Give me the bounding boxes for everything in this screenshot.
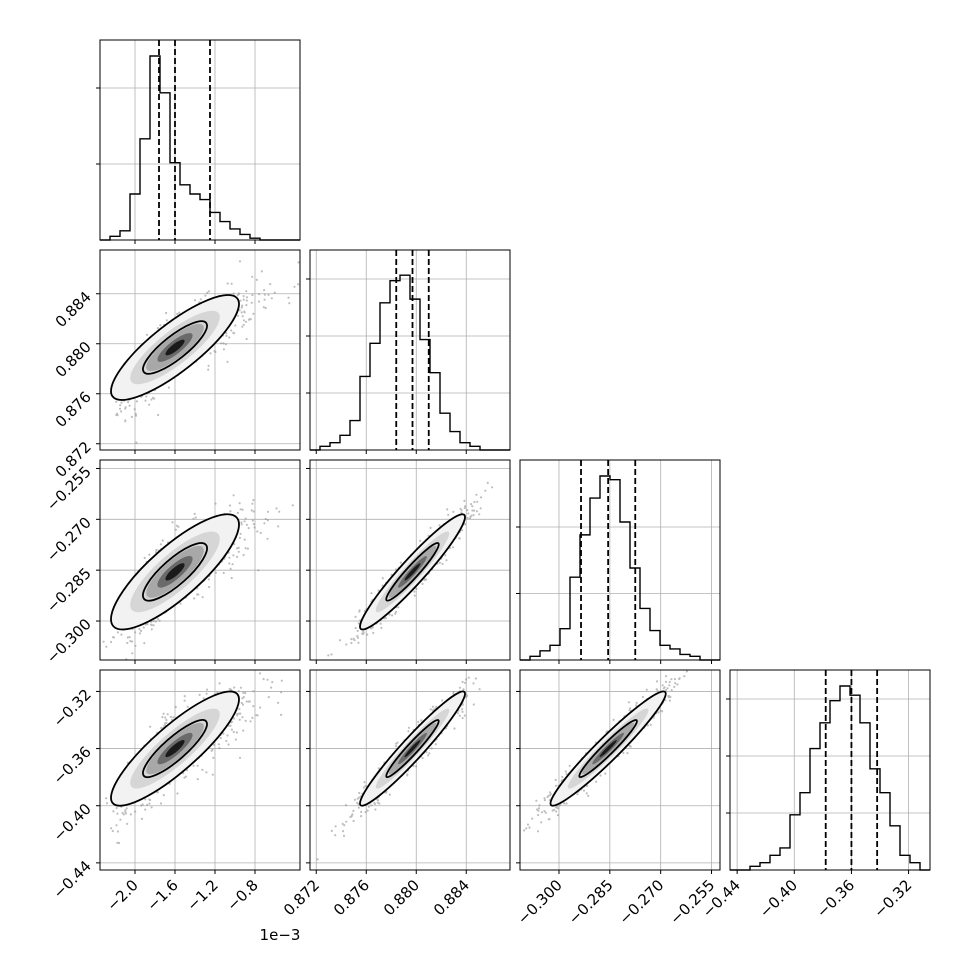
scatter-panel-0-2: [96, 459, 301, 664]
scatter-panel-1-2: [306, 459, 511, 664]
pair-3-contour-0: [142, 719, 208, 779]
hist-2-frame: [519, 459, 721, 661]
pair-3-frame: [99, 669, 301, 871]
scatter-panel-1-3: [306, 669, 511, 874]
x-tick-label-p2-1: −0.285: [565, 876, 617, 928]
x-tick-label-p1-3: 0.884: [430, 876, 473, 919]
x-tick-label-p1-2: 0.880: [380, 876, 423, 919]
pair-4-contour-1: [359, 690, 466, 807]
pair-5-density-4: [599, 739, 617, 758]
scatter-panel-2-3: [516, 669, 721, 874]
y-tick-label-p1-2: 0.880: [52, 338, 95, 381]
x-tick-label-p3-2: −0.36: [813, 876, 858, 921]
hist-panel-2: [516, 459, 721, 664]
corner-panels: −2.0 −1.6 −1.2 −0.8 0.872 0.876 0.880 0.884 −0.3…: [43, 39, 931, 944]
y-tick-label-p1-1: 0.876: [52, 388, 95, 431]
pair-3-contour-1: [110, 690, 240, 807]
hist-0-steps: [100, 55, 300, 241]
x-tick-label-p2-2: −0.270: [616, 876, 668, 928]
pair-1-density-4: [165, 563, 185, 581]
pair-1-contour-0: [142, 542, 208, 602]
pair-2-density-4: [404, 563, 421, 581]
x-tick-label-p0-1: −1.6: [143, 876, 181, 914]
x-tick-label-p0-0: −2.0: [103, 876, 141, 914]
y-tick-label-p2-1: −0.285: [43, 564, 95, 616]
pair-3-marks: [100, 670, 283, 845]
pair-4-contour-0: [385, 719, 440, 779]
y-tick-label-p2-0: −0.300: [43, 615, 95, 667]
scatter-panel-0-1: [96, 249, 301, 454]
x-tick-label-p2-0: −0.300: [514, 876, 566, 928]
pair-2-contour-1: [359, 513, 466, 631]
pair-4-marks: [316, 676, 481, 861]
pair-4-frame: [309, 669, 511, 871]
y-tick-label-p3-0: −0.44: [50, 857, 95, 902]
pair-0-marks: [110, 260, 300, 444]
pair-5-marks: [523, 670, 689, 833]
hist-1-steps: [310, 274, 510, 451]
y-tick-label-p3-1: −0.40: [50, 800, 95, 845]
hist-0-frame: [99, 39, 301, 241]
pair-1-contour-1: [110, 513, 240, 631]
hist-2-steps: [520, 475, 720, 661]
pair-5-contour-1: [549, 690, 667, 807]
hist-panel-1: [306, 249, 511, 454]
hist-3-steps: [730, 685, 930, 871]
pair-0-contour-0: [142, 320, 208, 375]
y-tick-label-p2-2: −0.270: [43, 513, 95, 565]
hist-3-frame: [729, 669, 931, 871]
pair-0-contour-1: [110, 294, 240, 401]
pair-2-frame: [309, 459, 511, 661]
x-tick-label-p3-1: −0.40: [756, 876, 801, 921]
pair-1-frame: [99, 459, 301, 661]
pair-5-frame: [519, 669, 721, 871]
x-tick-label-p0-3: −0.8: [223, 876, 261, 914]
pair-5-contour-0: [578, 719, 638, 779]
x-tick-label-p0-2: −1.2: [183, 876, 221, 914]
pair-3-density-4: [165, 739, 185, 758]
hist-panel-3: [726, 669, 931, 874]
pair-0-density-4: [165, 339, 185, 356]
pair-4-density-4: [404, 739, 421, 758]
pair-1-marks: [102, 494, 294, 660]
y-tick-label-p3-3: −0.32: [50, 686, 95, 731]
pair-0-frame: [99, 249, 301, 451]
x-tick-label-p3-3: −0.32: [870, 876, 915, 921]
hist-panel-0: [96, 39, 301, 244]
hist-1-frame: [309, 249, 511, 451]
y-tick-label-p3-2: −0.36: [50, 743, 95, 788]
pair-2-contour-0: [385, 542, 440, 602]
y-tick-label-p1-3: 0.884: [52, 288, 95, 331]
x-tick-label-p1-1: 0.876: [330, 876, 373, 919]
x-offset-label-p0: 1e−3: [260, 926, 301, 944]
x-tick-label-p1-0: 0.872: [280, 876, 323, 919]
pair-2-marks: [327, 481, 494, 660]
scatter-panel-0-3: [96, 669, 301, 874]
